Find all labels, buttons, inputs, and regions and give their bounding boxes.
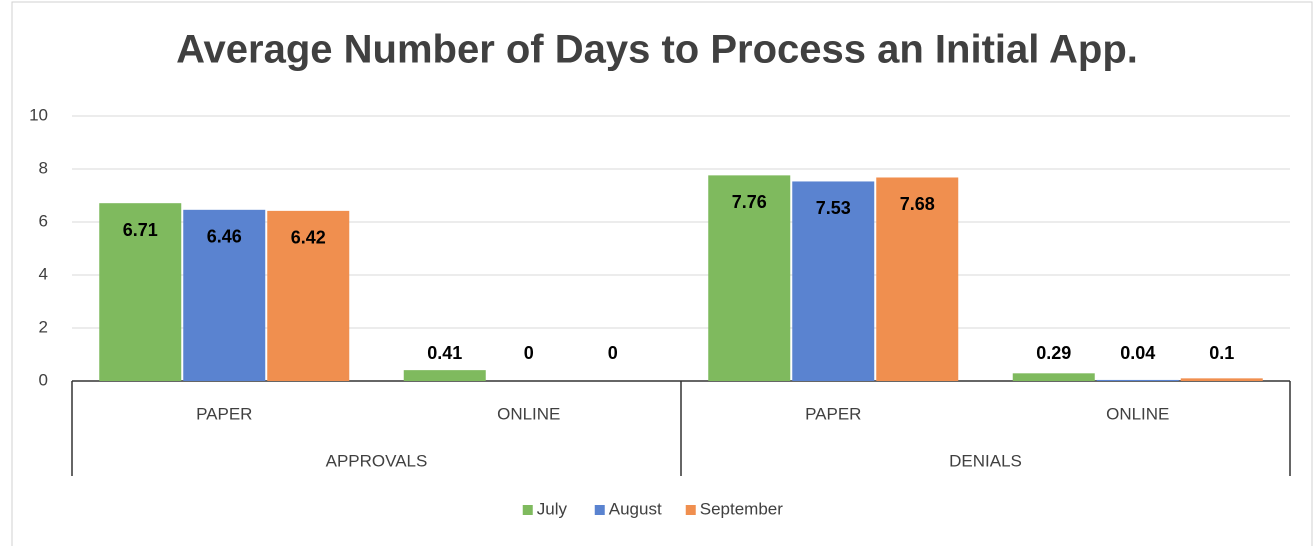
group-label: DENIALS (949, 451, 1022, 470)
value-label: 0 (608, 343, 618, 363)
x-tick-label: ONLINE (1106, 404, 1169, 423)
value-label: 0 (524, 343, 534, 363)
legend-swatch (522, 505, 533, 515)
legend-label: July (537, 499, 568, 518)
bar (876, 177, 959, 381)
bar (1096, 379, 1179, 381)
value-label: 6.46 (207, 227, 242, 247)
y-tick-label: 6 (39, 211, 48, 230)
group-label: APPROVALS (326, 451, 428, 470)
bar (708, 175, 791, 381)
y-tick-label: 10 (29, 105, 48, 124)
value-label: 0.41 (427, 343, 462, 363)
bar (267, 210, 350, 381)
value-label: 6.42 (291, 228, 326, 248)
legend-swatch (594, 505, 605, 515)
value-label: 6.71 (123, 220, 158, 240)
legend-swatch (685, 505, 696, 515)
bar (99, 203, 182, 381)
value-label: 7.76 (732, 192, 767, 212)
x-tick-label: PAPER (196, 404, 252, 423)
y-tick-label: 8 (39, 158, 48, 177)
chart-title: Average Number of Days to Process an Ini… (176, 28, 1138, 72)
legend-label: August (609, 499, 662, 518)
bar (403, 370, 486, 381)
bar (792, 181, 875, 381)
y-tick-label: 2 (39, 317, 48, 336)
x-tick-label: PAPER (805, 404, 861, 423)
y-tick-label: 4 (39, 264, 48, 283)
value-label: 0.1 (1209, 343, 1234, 363)
value-label: 0.29 (1036, 343, 1071, 363)
bar (1180, 378, 1263, 381)
value-label: 7.68 (900, 194, 935, 214)
legend-label: September (700, 499, 783, 518)
value-label: 0.04 (1120, 343, 1155, 363)
y-tick-label: 0 (39, 370, 48, 389)
x-tick-label: ONLINE (497, 404, 560, 423)
bar (1012, 373, 1095, 381)
value-label: 7.53 (816, 198, 851, 218)
bar (183, 209, 266, 381)
